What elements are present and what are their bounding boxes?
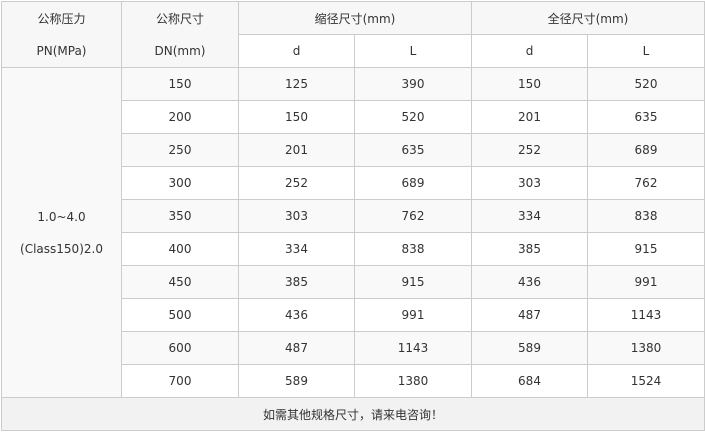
cell: 1380 [354,364,472,398]
cell: 500 [121,298,239,332]
cell: 635 [587,100,705,134]
cell: 350 [121,199,239,233]
header-cell: 公称尺寸 DN(mm) [121,1,239,68]
cell: 838 [587,199,705,233]
header-row: d L d L [2,34,705,68]
cell: 700 [121,364,239,398]
cell: 436 [471,265,588,299]
header-cell: d [471,34,588,68]
merged-cell: 1.0~4.0 (Class150)2.0 [1,67,122,398]
cell: 252 [238,166,355,200]
cell: 838 [354,232,472,266]
cell: 150 [238,100,355,134]
data-row: 200 150 520 201 635 [2,100,705,134]
merged-text: (Class150)2.0 [20,241,103,256]
cell: 762 [587,166,705,200]
cell: 450 [121,265,239,299]
cell: 487 [471,298,588,332]
header-text: 公称压力 [37,11,86,26]
header-text: 公称尺寸 [155,11,204,26]
cell: 589 [238,364,355,398]
cell: 487 [238,331,355,365]
cell: 684 [471,364,588,398]
header-text: DN(mm) [154,43,206,58]
cell: 1143 [587,298,705,332]
cell: 689 [587,133,705,167]
cell: 1143 [354,331,472,365]
header-cell: L [354,34,472,68]
cell: 520 [354,100,472,134]
cell: 762 [354,199,472,233]
cell: 334 [471,199,588,233]
cell: 1380 [587,331,705,365]
cell: 915 [354,265,472,299]
data-row: 250 201 635 252 689 [2,133,705,167]
cell: 201 [471,100,588,134]
cell: 334 [238,232,355,266]
cell: 200 [121,100,239,134]
cell: 1524 [587,364,705,398]
header-row: 公称压力 PN(MPa) 公称尺寸 DN(mm) 缩径尺寸(mm) 全径尺寸(mm) [1,1,705,68]
cell: 303 [471,166,588,200]
cell: 915 [587,232,705,266]
cell: 150 [471,67,588,101]
cell: 390 [354,67,472,101]
cell: 635 [354,133,472,167]
cell: 991 [354,298,472,332]
data-row: 500 436 991 487 1143 [2,298,705,332]
header-cell: 公称压力 PN(MPa) [1,1,122,68]
cell: 385 [238,265,355,299]
cell: 250 [121,133,239,167]
footer-row: 如需其他规格尺寸，请来电咨询！ [1,397,705,431]
data-row: 600 487 1143 589 1380 [2,331,705,365]
merged-text: 1.0~4.0 [37,209,86,224]
header-cell: d [238,34,355,68]
cell: 125 [238,67,355,101]
cell: 520 [587,67,705,101]
cell: 300 [121,166,239,200]
cell: 689 [354,166,472,200]
cell: 436 [238,298,355,332]
data-row: 350 303 762 334 838 [2,199,705,233]
footer-cell: 如需其他规格尺寸，请来电咨询！ [1,397,705,431]
header-cell: L [587,34,705,68]
cell: 600 [121,331,239,365]
cell: 201 [238,133,355,167]
data-row: 300 252 689 303 762 [2,166,705,200]
header-cell: 缩径尺寸(mm) [238,1,472,35]
cell: 303 [238,199,355,233]
header-text: PN(MPa) [36,43,87,58]
cell: 385 [471,232,588,266]
cell: 589 [471,331,588,365]
cell: 400 [121,232,239,266]
cell: 252 [471,133,588,167]
header-cell: 全径尺寸(mm) [471,1,705,35]
cell: 150 [121,67,239,101]
data-row: 1.0~4.0 (Class150)2.0 150 125 390 150 520 [1,67,705,398]
cell: 991 [587,265,705,299]
